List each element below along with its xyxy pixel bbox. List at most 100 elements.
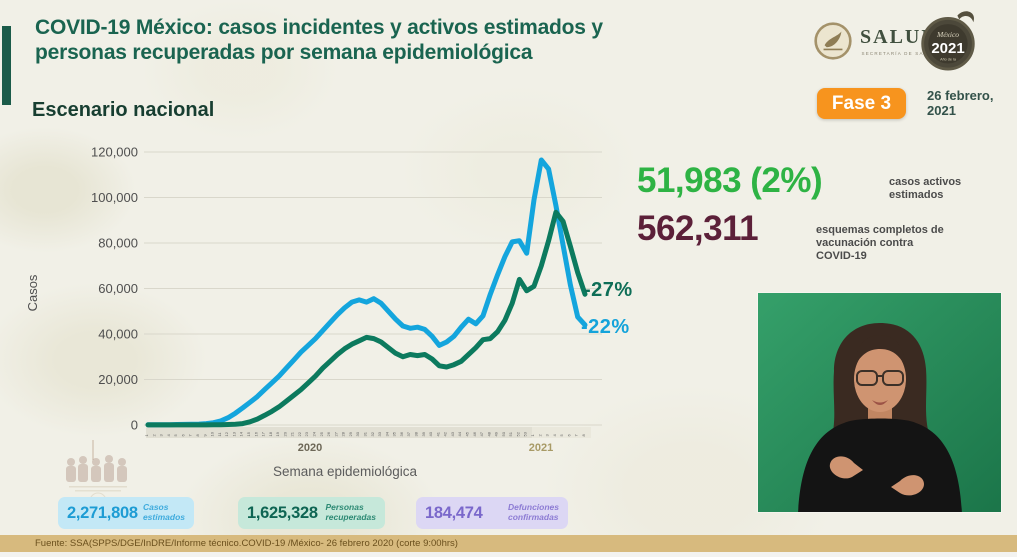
svg-text:34: 34 <box>384 431 389 436</box>
svg-text:7: 7 <box>574 434 579 437</box>
svg-text:3: 3 <box>159 434 164 437</box>
svg-text:2: 2 <box>537 434 542 437</box>
svg-text:6: 6 <box>566 434 571 437</box>
vaccination-label: esquemas completos de vacunación contra … <box>816 224 944 263</box>
svg-text:6: 6 <box>180 434 185 437</box>
svg-text:4: 4 <box>552 434 557 437</box>
quetzalcoatl-badge-icon: México 2021 Año de la <box>921 11 975 71</box>
x-axis-title: Semana epidemiológica <box>272 464 418 479</box>
svg-text:12: 12 <box>224 431 229 436</box>
svg-text:31: 31 <box>363 431 368 436</box>
chart-container: 120,000 100,000 80,000 60,000 40,000 20,000 0 C… <box>25 133 618 483</box>
scenario-subtitle: Escenario nacional <box>32 99 215 121</box>
svg-text:18: 18 <box>268 431 273 436</box>
deaths-value: 184,474 <box>425 503 483 522</box>
svg-text:10: 10 <box>210 431 215 436</box>
svg-text:3: 3 <box>545 434 550 437</box>
svg-text:8: 8 <box>581 434 586 437</box>
svg-text:8: 8 <box>195 434 200 437</box>
recovered-value: 1,625,328 <box>247 503 318 522</box>
svg-text:2: 2 <box>151 434 156 437</box>
svg-text:4: 4 <box>166 434 171 437</box>
svg-text:46: 46 <box>472 431 477 436</box>
svg-text:41: 41 <box>435 431 440 436</box>
mexico-2021-badge: México 2021 Año de la <box>918 6 978 79</box>
source-footer: Fuente: SSA(SPPS/DGE/InDRE/Informe técni… <box>0 535 1017 552</box>
svg-text:40: 40 <box>428 431 433 436</box>
svg-text:33: 33 <box>377 431 382 436</box>
svg-text:29: 29 <box>348 431 353 436</box>
svg-text:5: 5 <box>559 434 564 437</box>
svg-text:20: 20 <box>282 431 287 436</box>
svg-text:100,000: 100,000 <box>91 190 138 205</box>
svg-text:7: 7 <box>188 434 193 437</box>
svg-text:Casos: Casos <box>28 274 40 311</box>
svg-text:49: 49 <box>494 431 499 436</box>
deaths-label: Defunciones confirmadas <box>507 502 559 522</box>
vaccination-value: 562,311 <box>637 209 759 248</box>
salud-subname: SECRETARÍA DE SALUD <box>861 51 937 56</box>
active-cases-label: casos activos estimados <box>889 176 962 202</box>
svg-text:14: 14 <box>239 431 244 436</box>
svg-text:53: 53 <box>523 431 528 436</box>
svg-text:15: 15 <box>246 431 251 436</box>
salud-wordmark: SALUD SECRETARÍA DE SALUD <box>860 26 938 56</box>
svg-text:42: 42 <box>443 431 448 436</box>
svg-text:39: 39 <box>421 431 426 436</box>
title-accent-bar <box>2 26 11 105</box>
svg-text:2021: 2021 <box>931 40 964 57</box>
svg-text:27: 27 <box>333 431 338 436</box>
svg-text:1: 1 <box>530 434 535 437</box>
svg-text:40,000: 40,000 <box>98 327 138 342</box>
sign-language-interpreter <box>758 293 1001 512</box>
line-chart: 120,000 100,000 80,000 60,000 40,000 20,000 0 C… <box>25 145 602 454</box>
svg-text:32: 32 <box>370 431 375 436</box>
svg-text:43: 43 <box>450 431 455 436</box>
watermark-figures <box>55 438 145 515</box>
svg-text:47: 47 <box>479 431 484 436</box>
svg-text:1: 1 <box>144 434 149 437</box>
svg-text:51: 51 <box>508 431 513 436</box>
svg-text:0: 0 <box>131 418 138 433</box>
estimated-cases-label: Casos estimados <box>142 502 185 522</box>
svg-text:38: 38 <box>413 431 418 436</box>
svg-text:17: 17 <box>261 431 266 436</box>
svg-text:9: 9 <box>202 434 207 437</box>
svg-text:28: 28 <box>341 431 346 436</box>
svg-text:25: 25 <box>319 431 324 436</box>
svg-text:48: 48 <box>486 431 491 436</box>
svg-text:México: México <box>936 30 959 39</box>
svg-text:16: 16 <box>253 431 258 436</box>
svg-text:44: 44 <box>457 431 462 436</box>
svg-text:2020: 2020 <box>298 442 322 454</box>
sign-language-interpreter-video <box>757 292 1002 513</box>
svg-text:30: 30 <box>355 431 360 436</box>
svg-text:35: 35 <box>392 431 397 436</box>
bottom-strip <box>0 552 1017 557</box>
report-date: 26 febrero, 2021 <box>927 88 994 118</box>
summary-box: 1,625,328 Personas recuperadas <box>238 497 385 529</box>
svg-text:Año de la: Año de la <box>940 58 957 62</box>
svg-text:20,000: 20,000 <box>98 372 138 387</box>
svg-text:52: 52 <box>515 431 520 436</box>
summary-box: 2,271,808 Casos estimados <box>58 497 194 529</box>
active-cases-value: 51,983 (2%) <box>637 161 823 200</box>
phase-badge: Fase 3 <box>817 88 906 119</box>
svg-text:120,000: 120,000 <box>91 145 138 160</box>
svg-text:26: 26 <box>326 431 331 436</box>
svg-text:36: 36 <box>399 431 404 436</box>
estimated-cases-value: 2,271,808 <box>67 503 138 522</box>
svg-text:11: 11 <box>217 432 222 437</box>
incident-change-annotation: -22% <box>581 316 630 338</box>
recovered-change-annotation: -27% <box>584 279 633 301</box>
summary-box: 184,474 Defunciones confirmadas <box>416 497 568 529</box>
svg-text:13: 13 <box>231 431 236 436</box>
svg-text:19: 19 <box>275 431 280 436</box>
svg-text:23: 23 <box>304 431 309 436</box>
salud-logo: SALUD SECRETARÍA DE SALUD <box>812 20 938 62</box>
svg-text:60,000: 60,000 <box>98 281 138 296</box>
svg-text:80,000: 80,000 <box>98 236 138 251</box>
svg-text:50: 50 <box>501 431 506 436</box>
svg-text:5: 5 <box>173 434 178 437</box>
salud-name: SALUD <box>860 26 938 48</box>
